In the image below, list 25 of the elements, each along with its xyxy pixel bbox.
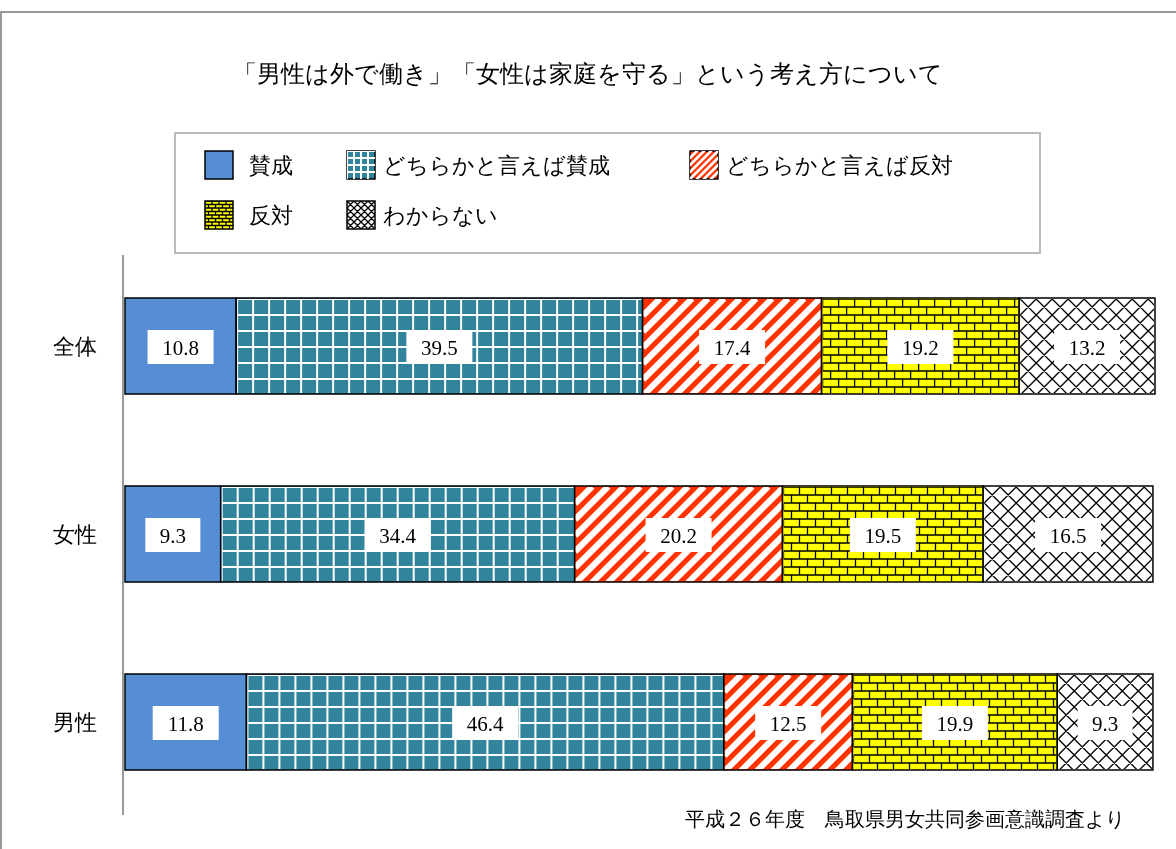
y-tick-label: 男性 [53, 710, 97, 735]
data-label: 10.8 [162, 336, 199, 360]
data-label: 39.5 [420, 336, 458, 360]
legend-label: どちらかと言えば賛成 [383, 153, 610, 178]
data-label: 13.2 [1068, 336, 1106, 360]
legend-label: わからない [383, 203, 498, 228]
annotation: 平成２６年度 鳥取県男女共同参画意識調査より [685, 808, 1125, 830]
data-label: 17.4 [713, 336, 751, 360]
data-label: 19.9 [936, 712, 974, 736]
data-label: 19.5 [864, 524, 902, 548]
legend-label: 賛成 [249, 153, 293, 178]
data-label: 16.5 [1049, 524, 1087, 548]
data-label: 46.4 [466, 712, 505, 736]
data-label: 34.4 [379, 524, 417, 548]
y-tick-label: 全体 [53, 334, 97, 359]
data-label: 9.3 [159, 524, 186, 548]
data-label: 19.2 [902, 336, 939, 360]
data-label: 12.5 [769, 712, 807, 736]
chart-title: 「男性は外で働き」「女性は家庭を守る」という考え方について [233, 61, 943, 87]
y-tick-label: 女性 [53, 522, 97, 547]
data-label: 11.8 [167, 712, 204, 736]
data-label: 9.3 [1091, 712, 1119, 736]
data-label: 20.2 [660, 524, 697, 548]
legend-label: 反対 [249, 203, 293, 228]
legend-label: どちらかと言えば反対 [726, 153, 953, 178]
